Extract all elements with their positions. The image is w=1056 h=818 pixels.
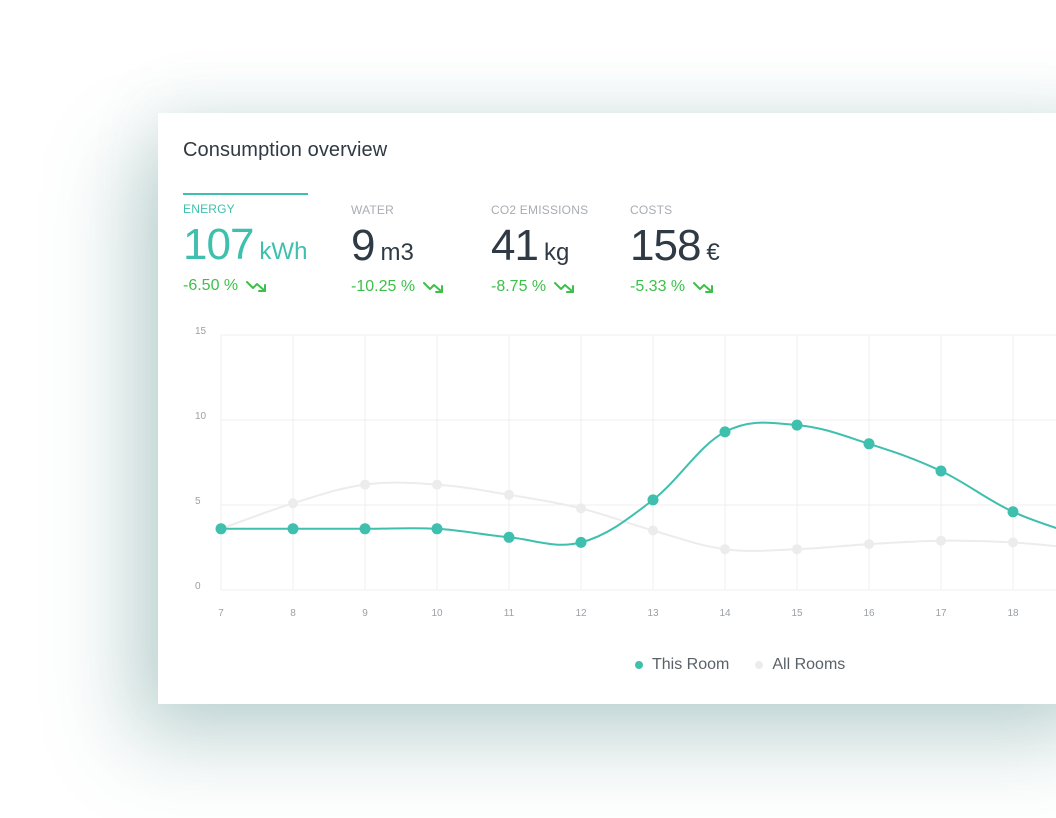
y-tick-label: 0 xyxy=(195,581,201,592)
change-value: -10.25 % xyxy=(351,278,416,295)
data-point-all-rooms xyxy=(864,539,874,550)
value-unit: € xyxy=(706,239,720,266)
data-point-all-rooms xyxy=(648,525,658,536)
x-tick-label: 17 xyxy=(935,608,947,619)
x-tick-label: 7 xyxy=(218,608,224,619)
consumption-card: Consumption overview ENERGY 107 kWh -6.50… xyxy=(158,113,1056,704)
data-point-this-room xyxy=(647,494,659,506)
value-unit: m3 xyxy=(380,239,414,266)
x-tick-label: 18 xyxy=(1007,608,1019,619)
legend-dot xyxy=(755,661,764,669)
tab-value: 41 kg xyxy=(491,221,569,271)
data-point-this-room xyxy=(719,426,731,438)
x-tick-label: 8 xyxy=(290,608,296,619)
value-number: 41 xyxy=(491,221,539,270)
trending-down-icon xyxy=(246,281,267,292)
tab-label: COSTS xyxy=(630,203,673,217)
tab-change: -10.25 % xyxy=(351,278,445,296)
tab-label: CO2 EMISSIONS xyxy=(491,203,589,217)
data-point-this-room xyxy=(503,531,515,543)
value-number: 158 xyxy=(630,221,701,270)
change-value: -6.50 % xyxy=(183,277,239,294)
x-tick-label: 11 xyxy=(504,608,515,619)
data-point-all-rooms xyxy=(432,479,442,490)
data-point-this-room xyxy=(575,536,587,548)
x-tick-label: 9 xyxy=(362,608,368,619)
trending-down-icon xyxy=(693,282,714,293)
legend-item-all-rooms[interactable]: All Rooms xyxy=(755,656,845,674)
y-tick-label: 10 xyxy=(195,411,207,422)
data-point-all-rooms xyxy=(936,535,946,546)
active-tab-underline xyxy=(183,193,308,195)
value-number: 107 xyxy=(183,220,254,269)
data-point-all-rooms xyxy=(720,544,730,555)
series-line-all-rooms xyxy=(220,481,1056,552)
x-tick-label: 16 xyxy=(863,608,875,619)
data-point-this-room xyxy=(863,438,875,450)
tab-change: -6.50 % xyxy=(183,277,268,295)
chart-legend: This Room All Rooms xyxy=(635,656,871,674)
value-number: 9 xyxy=(351,221,376,270)
value-unit: kg xyxy=(543,239,570,266)
legend-item-this-room[interactable]: This Room xyxy=(635,656,729,674)
data-point-all-rooms xyxy=(1008,537,1018,548)
tab-change: -8.75 % xyxy=(491,278,576,296)
data-point-all-rooms xyxy=(288,498,298,509)
tab-label: ENERGY xyxy=(183,202,235,216)
legend-label: All Rooms xyxy=(772,656,846,673)
data-point-this-room xyxy=(431,523,443,535)
data-point-all-rooms xyxy=(504,489,514,500)
x-tick-label: 10 xyxy=(431,608,443,619)
data-point-this-room xyxy=(287,523,299,535)
data-point-this-room xyxy=(935,465,947,477)
value-unit: kWh xyxy=(259,238,308,265)
tab-change: -5.33 % xyxy=(630,278,715,296)
x-tick-label: 15 xyxy=(791,608,803,619)
data-point-this-room xyxy=(215,523,227,535)
legend-label: This Room xyxy=(652,656,730,673)
data-point-all-rooms xyxy=(792,544,802,555)
card-title: Consumption overview xyxy=(183,139,388,161)
tab-label: WATER xyxy=(351,203,394,217)
change-value: -8.75 % xyxy=(491,278,547,295)
y-tick-label: 15 xyxy=(195,326,207,337)
legend-dot xyxy=(635,661,643,669)
y-tick-label: 5 xyxy=(195,496,201,507)
change-value: -5.33 % xyxy=(630,278,686,295)
x-tick-label: 14 xyxy=(719,608,731,619)
data-point-all-rooms xyxy=(360,479,370,490)
tab-value: 9 m3 xyxy=(351,221,414,271)
x-tick-label: 13 xyxy=(647,608,659,619)
data-point-this-room xyxy=(359,523,371,535)
tab-value: 158 € xyxy=(630,221,720,271)
trending-down-icon xyxy=(554,282,575,293)
trending-down-icon xyxy=(423,282,444,293)
data-point-this-room xyxy=(1007,506,1019,518)
data-point-all-rooms xyxy=(576,503,586,514)
tab-value: 107 kWh xyxy=(183,220,307,270)
line-chart: 0 5 10 15 7 8 9 10 11 12 13 14 15 16 17 18 xyxy=(195,326,1056,619)
data-point-this-room xyxy=(791,419,803,431)
x-tick-label: 12 xyxy=(575,608,587,619)
